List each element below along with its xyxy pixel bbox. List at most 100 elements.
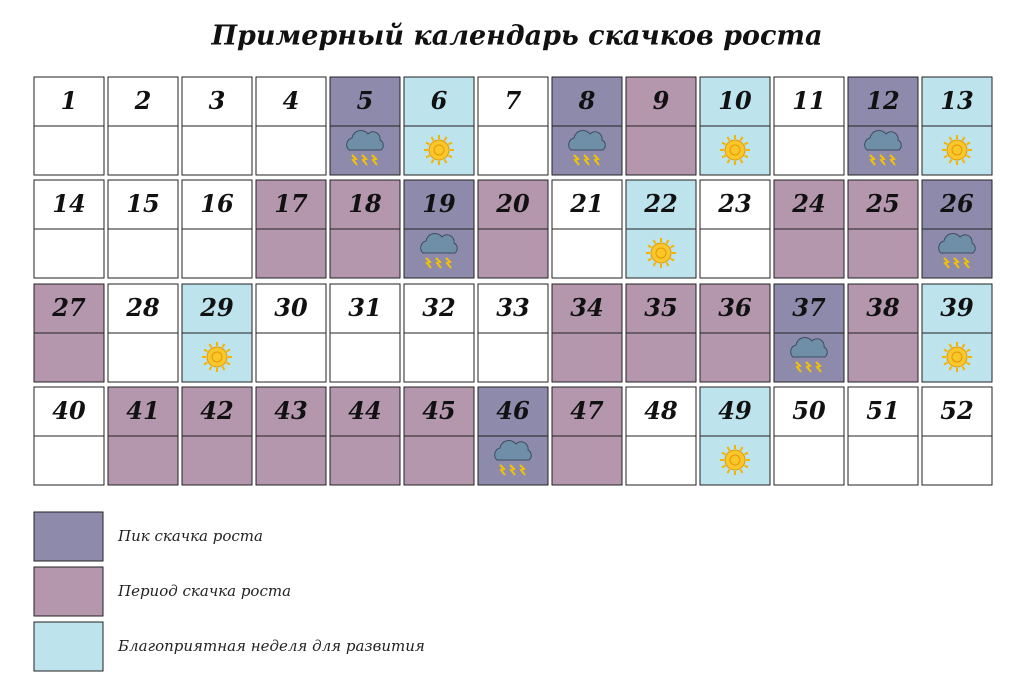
storm-icon [790, 337, 828, 373]
week-top [625, 76, 697, 127]
legend-label: Благоприятная неделя для развития [117, 637, 425, 655]
week-bottom [403, 332, 475, 383]
week-top [477, 386, 549, 437]
legend-swatch [33, 621, 104, 672]
sun-ray [948, 366, 953, 371]
cloud [420, 233, 458, 254]
week-bottom [773, 228, 845, 279]
week-number: 32 [422, 293, 455, 322]
week-number: 14 [52, 189, 85, 218]
sun-ray [665, 239, 670, 244]
storm-icon [494, 440, 532, 476]
sun-ray [721, 451, 726, 456]
week-number: 49 [718, 396, 752, 425]
week-number: 8 [578, 86, 596, 115]
sun-ray [208, 343, 213, 348]
sun-ray [647, 257, 652, 262]
week-top [107, 76, 179, 127]
sun-ray [744, 154, 749, 159]
legend-label: Пик скачка роста [117, 527, 263, 545]
sun-ray [652, 239, 657, 244]
week-bottom [181, 435, 253, 486]
week-bottom [33, 435, 105, 486]
week-number: 12 [866, 86, 899, 115]
week-bottom [181, 228, 253, 279]
cloud [938, 233, 976, 254]
week-number: 11 [792, 86, 825, 115]
week-number: 41 [126, 396, 159, 425]
week-bottom [403, 435, 475, 486]
sun-ray [652, 262, 657, 267]
week-bottom [329, 228, 401, 279]
week-top [107, 179, 179, 230]
week-number: 25 [865, 189, 899, 218]
sun-ray [961, 136, 966, 141]
bolt [889, 154, 896, 166]
sun-ray [744, 451, 749, 456]
bolt [435, 257, 442, 269]
cloud [494, 440, 532, 461]
week-bottom [625, 435, 697, 486]
cloud [346, 130, 384, 151]
sun-ray [966, 154, 971, 159]
sun-ray [208, 366, 213, 371]
sun-disc [724, 449, 746, 471]
sun-ray [948, 136, 953, 141]
week-bottom [551, 228, 623, 279]
sun-ray [226, 361, 231, 366]
sun-ray [961, 366, 966, 371]
storm-icon [420, 233, 458, 269]
sun-ray [966, 348, 971, 353]
week-bottom [847, 228, 919, 279]
week-top [255, 76, 327, 127]
week-bottom [329, 435, 401, 486]
week-top [551, 283, 623, 334]
week-number: 5 [357, 86, 374, 115]
week-top [329, 179, 401, 230]
week-number: 16 [200, 189, 234, 218]
week-number: 27 [51, 293, 86, 322]
week-number: 44 [348, 396, 381, 425]
week-number: 33 [496, 293, 529, 322]
week-top [33, 283, 105, 334]
week-top [255, 283, 327, 334]
week-number: 23 [717, 189, 751, 218]
sun-ray [221, 366, 226, 371]
sun-icon [942, 342, 972, 372]
bolt [815, 361, 822, 373]
title: Примерный календарь скачков роста [211, 21, 823, 52]
week-bottom [33, 125, 105, 176]
sun-ray [948, 159, 953, 164]
bolt [583, 154, 590, 166]
week-number: 42 [200, 396, 233, 425]
week-number: 4 [283, 86, 300, 115]
sun-ray [203, 361, 208, 366]
week-bottom [773, 125, 845, 176]
week-bottom [551, 435, 623, 486]
week-number: 21 [569, 189, 603, 218]
sun-ray [961, 159, 966, 164]
week-top [181, 283, 253, 334]
bolt [361, 154, 368, 166]
sun-ray [721, 141, 726, 146]
week-top [551, 179, 623, 230]
sun-ray [961, 343, 966, 348]
sun-ray [744, 464, 749, 469]
sun-ray [443, 159, 448, 164]
week-top [477, 179, 549, 230]
sun-ray [665, 262, 670, 267]
week-bottom [255, 228, 327, 279]
bolt [371, 154, 378, 166]
week-number: 30 [274, 293, 308, 322]
week-bottom [847, 435, 919, 486]
week-top [329, 386, 401, 437]
cloud [864, 130, 902, 151]
cloud [568, 130, 606, 151]
week-number: 3 [209, 86, 226, 115]
week-top [403, 76, 475, 127]
storm-icon [938, 233, 976, 269]
week-top [847, 76, 919, 127]
sun-ray [203, 348, 208, 353]
week-number: 9 [653, 86, 670, 115]
